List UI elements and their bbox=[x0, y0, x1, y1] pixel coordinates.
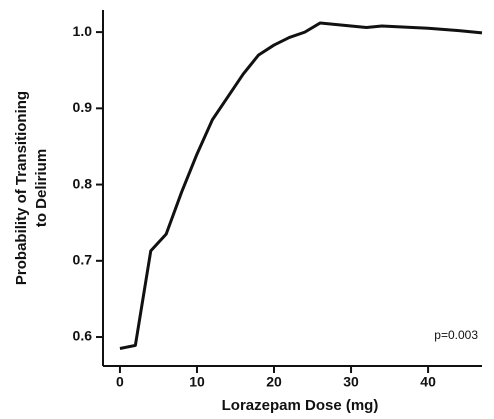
y-axis-label: to Delirium bbox=[33, 149, 50, 227]
line bbox=[119, 21, 483, 350]
x-tick-label: 0 bbox=[116, 374, 124, 390]
y-tick-label: 0.6 bbox=[73, 328, 93, 344]
x-tick-label: 40 bbox=[420, 374, 436, 390]
x-axis-label: Lorazepam Dose (mg) bbox=[222, 397, 379, 414]
x-tick-label: 20 bbox=[266, 374, 282, 390]
y-tick-label: 0.8 bbox=[73, 175, 93, 191]
y-tick-label: 1.0 bbox=[73, 23, 93, 39]
y-tick-label: 0.7 bbox=[73, 252, 93, 268]
y-tick-label: 0.9 bbox=[73, 99, 93, 115]
x-tick-label: 10 bbox=[189, 374, 205, 390]
x-tick-label: 30 bbox=[343, 374, 359, 390]
annotation: p=0.003 bbox=[434, 328, 478, 342]
y-axis-label: Probability of Transitioning bbox=[13, 91, 30, 285]
